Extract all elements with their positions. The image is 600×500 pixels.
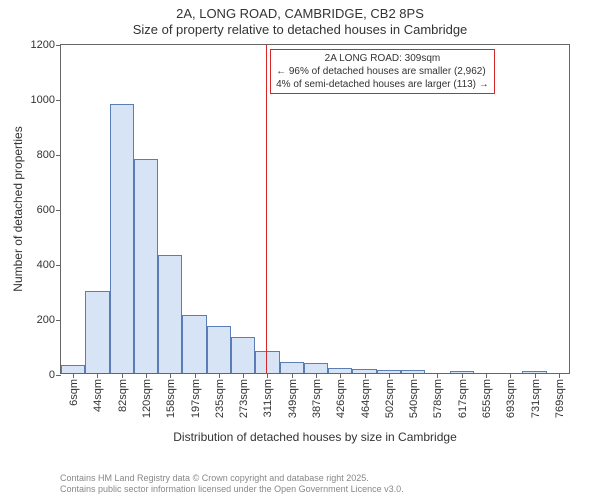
x-tick-mark (219, 373, 220, 378)
x-tick-label: 6sqm (66, 379, 80, 406)
x-tick-mark (97, 373, 98, 378)
x-tick-label: 82sqm (115, 379, 129, 412)
histogram-bar (255, 351, 279, 373)
x-tick-mark (340, 373, 341, 378)
reference-line (266, 45, 267, 373)
x-tick-mark (73, 373, 74, 378)
x-tick-label: 349sqm (285, 379, 299, 418)
y-tick-mark (56, 210, 61, 211)
title-line-1: 2A, LONG ROAD, CAMBRIDGE, CB2 8PS (0, 6, 600, 22)
plot-area: 0200400600800100012006sqm44sqm82sqm120sq… (60, 44, 570, 374)
x-tick-label: 426sqm (333, 379, 347, 418)
y-tick-mark (56, 45, 61, 46)
footer-line-1: Contains HM Land Registry data © Crown c… (60, 473, 404, 485)
x-tick-label: 235sqm (212, 379, 226, 418)
x-tick-label: 655sqm (479, 379, 493, 418)
x-tick-mark (243, 373, 244, 378)
x-tick-mark (510, 373, 511, 378)
x-tick-mark (316, 373, 317, 378)
annotation-line: ← 96% of detached houses are smaller (2,… (276, 65, 489, 78)
x-tick-mark (462, 373, 463, 378)
histogram-bar (158, 255, 182, 373)
histogram-bar (110, 104, 134, 374)
x-tick-label: 387sqm (309, 379, 323, 418)
histogram-bar (182, 315, 206, 373)
x-tick-mark (559, 373, 560, 378)
x-tick-mark (389, 373, 390, 378)
x-tick-mark (170, 373, 171, 378)
x-tick-mark (146, 373, 147, 378)
annotation-box: 2A LONG ROAD: 309sqm← 96% of detached ho… (270, 49, 495, 94)
histogram-bar (280, 362, 304, 373)
x-tick-label: 158sqm (163, 379, 177, 418)
attribution-footer: Contains HM Land Registry data © Crown c… (60, 473, 404, 496)
histogram-bar (61, 365, 85, 373)
x-tick-mark (413, 373, 414, 378)
y-tick-mark (56, 100, 61, 101)
x-tick-mark (486, 373, 487, 378)
y-tick-mark (56, 265, 61, 266)
x-tick-mark (535, 373, 536, 378)
histogram-bar (304, 363, 328, 373)
y-tick-mark (56, 320, 61, 321)
x-tick-label: 617sqm (455, 379, 469, 418)
x-tick-label: 578sqm (430, 379, 444, 418)
x-tick-label: 197sqm (188, 379, 202, 418)
y-tick-mark (56, 155, 61, 156)
x-tick-label: 769sqm (552, 379, 566, 418)
y-tick-mark (56, 375, 61, 376)
histogram-bar (231, 337, 255, 373)
chart-title: 2A, LONG ROAD, CAMBRIDGE, CB2 8PS Size o… (0, 0, 600, 39)
histogram-bar (134, 159, 158, 374)
histogram-bar (207, 326, 231, 373)
x-tick-label: 311sqm (260, 379, 274, 417)
annotation-line: 4% of semi-detached houses are larger (1… (276, 78, 489, 91)
x-tick-label: 502sqm (382, 379, 396, 418)
x-tick-label: 120sqm (139, 379, 153, 418)
histogram-chart: 2A, LONG ROAD, CAMBRIDGE, CB2 8PS Size o… (0, 0, 600, 500)
footer-line-2: Contains public sector information licen… (60, 484, 404, 496)
x-tick-label: 540sqm (406, 379, 420, 418)
x-tick-label: 273sqm (236, 379, 250, 418)
x-tick-mark (195, 373, 196, 378)
x-tick-mark (437, 373, 438, 378)
histogram-bar (85, 291, 109, 374)
x-tick-label: 731sqm (528, 379, 542, 418)
x-tick-mark (292, 373, 293, 378)
annotation-line: 2A LONG ROAD: 309sqm (276, 52, 489, 65)
y-axis-label: Number of detached properties (11, 126, 25, 291)
title-line-2: Size of property relative to detached ho… (0, 22, 600, 38)
x-tick-label: 464sqm (358, 379, 372, 418)
x-tick-label: 693sqm (503, 379, 517, 418)
x-tick-mark (365, 373, 366, 378)
x-tick-mark (122, 373, 123, 378)
x-axis-label: Distribution of detached houses by size … (173, 430, 457, 444)
x-tick-mark (267, 373, 268, 378)
x-tick-label: 44sqm (90, 379, 104, 412)
